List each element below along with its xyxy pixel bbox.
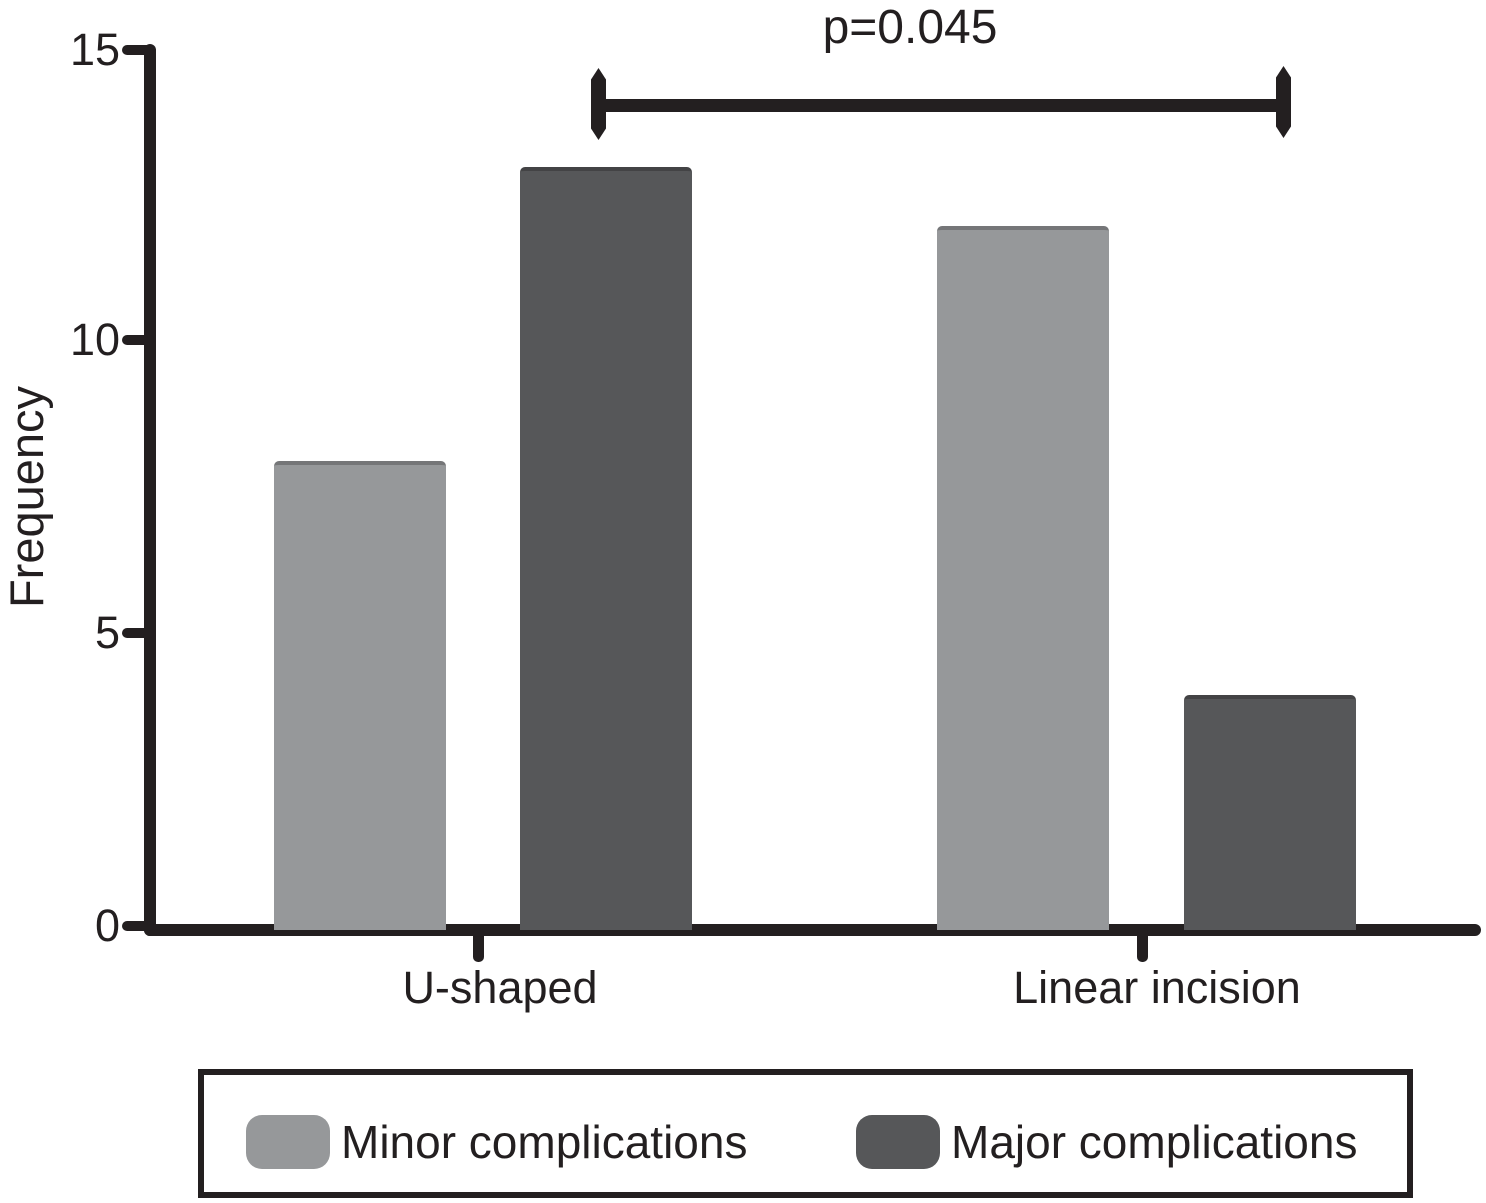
category-label-u-shaped: U-shaped [402, 962, 598, 1013]
x-tick-linear-incision [1137, 928, 1148, 962]
y-tick-10 [122, 335, 154, 345]
y-axis-title: Frequency [0, 385, 53, 609]
bar-minor-linear-incision [937, 226, 1109, 930]
y-tick-label-15: 15 [69, 24, 120, 75]
category-label-linear-incision: Linear incision [1013, 962, 1301, 1013]
legend-label-minor-complications: Minor complications [341, 1116, 748, 1168]
y-tick-label-10: 10 [69, 314, 120, 365]
legend-swatch-major-complications [856, 1115, 940, 1169]
legend-box: Minor complications Major complications [198, 1069, 1413, 1198]
y-tick-label-5: 5 [94, 607, 120, 658]
bar-major-linear-incision [1184, 695, 1356, 930]
legend-swatch-minor-complications [246, 1115, 330, 1169]
legend-label-major-complications: Major complications [951, 1116, 1358, 1168]
significance-bracket-line [598, 99, 1284, 112]
x-tick-u-shaped [473, 928, 484, 962]
y-tick-0 [122, 921, 154, 931]
significance-bracket-left-cap [591, 68, 606, 140]
significance-bracket-right-cap [1276, 66, 1291, 138]
y-axis-line [144, 44, 156, 936]
p-value-label: p=0.045 [822, 1, 998, 54]
bar-minor-u-shaped [274, 461, 446, 930]
y-tick-15 [122, 45, 154, 55]
y-tick-5 [122, 628, 154, 638]
y-tick-label-0: 0 [94, 900, 120, 951]
bar-major-u-shaped [520, 167, 692, 930]
